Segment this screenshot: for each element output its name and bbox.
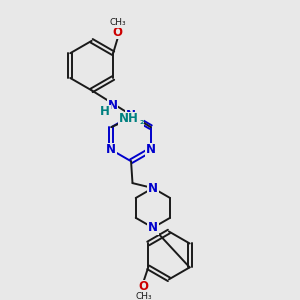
Text: N: N (148, 182, 158, 195)
Text: O: O (113, 26, 123, 39)
Text: H: H (100, 105, 110, 118)
Text: N: N (146, 143, 156, 156)
Text: ₂: ₂ (139, 116, 144, 126)
Text: O: O (139, 280, 149, 293)
Text: CH₃: CH₃ (110, 18, 126, 27)
Text: N: N (148, 221, 158, 234)
Text: N: N (106, 143, 116, 156)
Text: CH₃: CH₃ (136, 292, 152, 300)
Text: N: N (126, 109, 136, 122)
Text: N: N (107, 99, 118, 112)
Text: NH: NH (119, 112, 139, 125)
